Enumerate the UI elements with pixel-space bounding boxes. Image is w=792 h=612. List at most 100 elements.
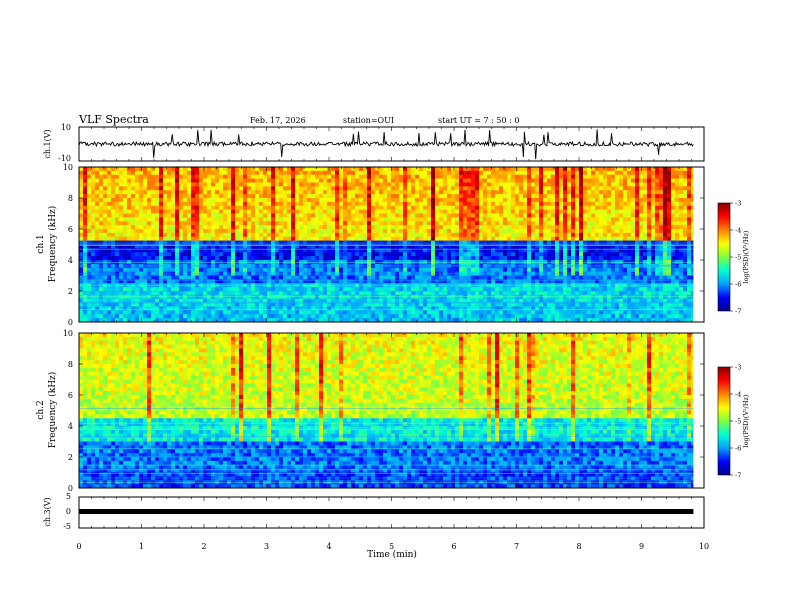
spectrogram-cell bbox=[447, 240, 452, 245]
spectrogram-cell bbox=[199, 252, 204, 257]
spectrogram-cell bbox=[319, 167, 324, 172]
spectrogram-cell bbox=[411, 240, 416, 245]
spectrogram-cell bbox=[159, 198, 164, 203]
spectrogram-cell bbox=[103, 225, 108, 230]
spectrogram-cell bbox=[683, 279, 688, 284]
spectrogram-cell bbox=[99, 209, 104, 214]
spectrogram-cell bbox=[123, 221, 128, 226]
spectrogram-cell bbox=[515, 252, 520, 257]
spectrogram-cell bbox=[627, 209, 632, 214]
spectrogram-cell bbox=[99, 221, 104, 226]
spectrogram-cell bbox=[219, 240, 224, 245]
spectrogram-cell bbox=[235, 201, 240, 207]
spectrogram-cell bbox=[155, 182, 160, 187]
spectrogram-cell bbox=[423, 279, 428, 284]
spectrogram-cell bbox=[335, 236, 340, 242]
spectrogram-cell bbox=[207, 240, 212, 245]
spectrogram-cell bbox=[175, 186, 180, 191]
spectrogram-cell bbox=[311, 182, 316, 187]
spectrogram-cell bbox=[515, 244, 520, 249]
spectrogram-cell bbox=[455, 213, 460, 218]
spectrogram-cell bbox=[523, 275, 528, 280]
spectrogram-cell bbox=[575, 232, 580, 238]
spectrogram-cell bbox=[251, 225, 256, 230]
spectrogram-cell bbox=[223, 248, 228, 253]
spectrogram-cell bbox=[155, 217, 160, 222]
spectrogram-cell bbox=[279, 186, 284, 191]
spectrogram-cell bbox=[647, 244, 652, 249]
spectrogram-cell bbox=[319, 256, 324, 261]
spectrogram-cell bbox=[299, 248, 304, 253]
spectrogram-cell bbox=[607, 217, 612, 222]
spectrogram-cell bbox=[403, 198, 408, 203]
spectrogram-cell bbox=[203, 190, 208, 195]
spectrogram-cell bbox=[635, 244, 640, 249]
spectrogram-cell bbox=[459, 201, 464, 207]
spectrogram-cell bbox=[199, 225, 204, 230]
spectrogram-cell bbox=[399, 198, 404, 203]
spectrogram-cell bbox=[295, 201, 300, 207]
spectrogram-cell bbox=[219, 252, 224, 257]
spectrogram-cell bbox=[555, 252, 560, 257]
spectrogram-cell bbox=[327, 213, 332, 218]
spectrogram-cell bbox=[655, 194, 660, 199]
spectrogram-cell bbox=[79, 221, 84, 226]
spectrogram-cell bbox=[679, 217, 684, 222]
spectrogram-cell bbox=[331, 194, 336, 199]
spectrogram-cell bbox=[691, 244, 696, 249]
spectrogram-cell bbox=[411, 194, 416, 199]
spectrogram-cell bbox=[391, 182, 396, 187]
spectrogram-cell bbox=[219, 194, 224, 199]
spectrogram-cell bbox=[631, 229, 636, 234]
spectrogram-cell bbox=[459, 236, 464, 242]
spectrogram-cell bbox=[323, 225, 328, 230]
spectrogram-cell bbox=[287, 205, 292, 211]
spectrogram-cell bbox=[179, 232, 184, 238]
spectrogram-cell bbox=[579, 267, 584, 273]
spectrogram-cell bbox=[443, 229, 448, 234]
spectrogram-cell bbox=[655, 170, 660, 176]
spectrogram-cell bbox=[347, 167, 352, 172]
spectrogram-cell bbox=[315, 178, 320, 183]
spectrogram-cell bbox=[159, 190, 164, 195]
spectrogram-cell bbox=[487, 240, 492, 245]
spectrogram-cell bbox=[283, 194, 288, 199]
spectrogram-cell bbox=[195, 217, 200, 222]
spectrogram-cell bbox=[179, 256, 184, 261]
spectrogram-cell bbox=[275, 232, 280, 238]
spectrogram-cell bbox=[343, 256, 348, 261]
spectrogram-cell bbox=[671, 194, 676, 199]
spectrogram-cell bbox=[675, 275, 680, 280]
spectrogram-cell bbox=[471, 275, 476, 280]
spectrogram-cell bbox=[119, 279, 124, 284]
spectrogram-cell bbox=[111, 275, 116, 280]
spectrogram-cell bbox=[175, 260, 180, 265]
spectrogram-cell bbox=[503, 190, 508, 195]
spectrogram-cell bbox=[79, 213, 84, 218]
spectrogram-cell bbox=[227, 260, 232, 265]
spectrogram-cell bbox=[99, 178, 104, 183]
spectrogram-cell bbox=[179, 225, 184, 230]
spectrogram-cell bbox=[479, 198, 484, 203]
spectrogram-cell bbox=[243, 260, 248, 265]
spectrogram-cell bbox=[227, 232, 232, 238]
spectrogram-cell bbox=[311, 244, 316, 249]
spectrogram-cell bbox=[651, 236, 656, 242]
spectrogram-cell bbox=[171, 178, 176, 183]
spectrogram-cell bbox=[431, 205, 436, 211]
spectrogram-cell bbox=[571, 217, 576, 222]
spectrogram-cell bbox=[503, 240, 508, 245]
spectrogram-cell bbox=[279, 260, 284, 265]
spectrogram-cell bbox=[351, 260, 356, 265]
spectrogram-cell bbox=[171, 186, 176, 191]
spectrogram-cell bbox=[543, 178, 548, 183]
spectrogram-cell bbox=[595, 174, 600, 180]
spectrogram-cell bbox=[611, 248, 616, 253]
spectrogram-cell bbox=[423, 170, 428, 176]
spectrogram-cell bbox=[143, 225, 148, 230]
spectrogram-cell bbox=[87, 236, 92, 242]
spectrogram-cell bbox=[611, 170, 616, 176]
spectrogram-cell bbox=[163, 221, 168, 226]
spectrogram-cell bbox=[403, 205, 408, 211]
spectrogram-cell bbox=[599, 182, 604, 187]
